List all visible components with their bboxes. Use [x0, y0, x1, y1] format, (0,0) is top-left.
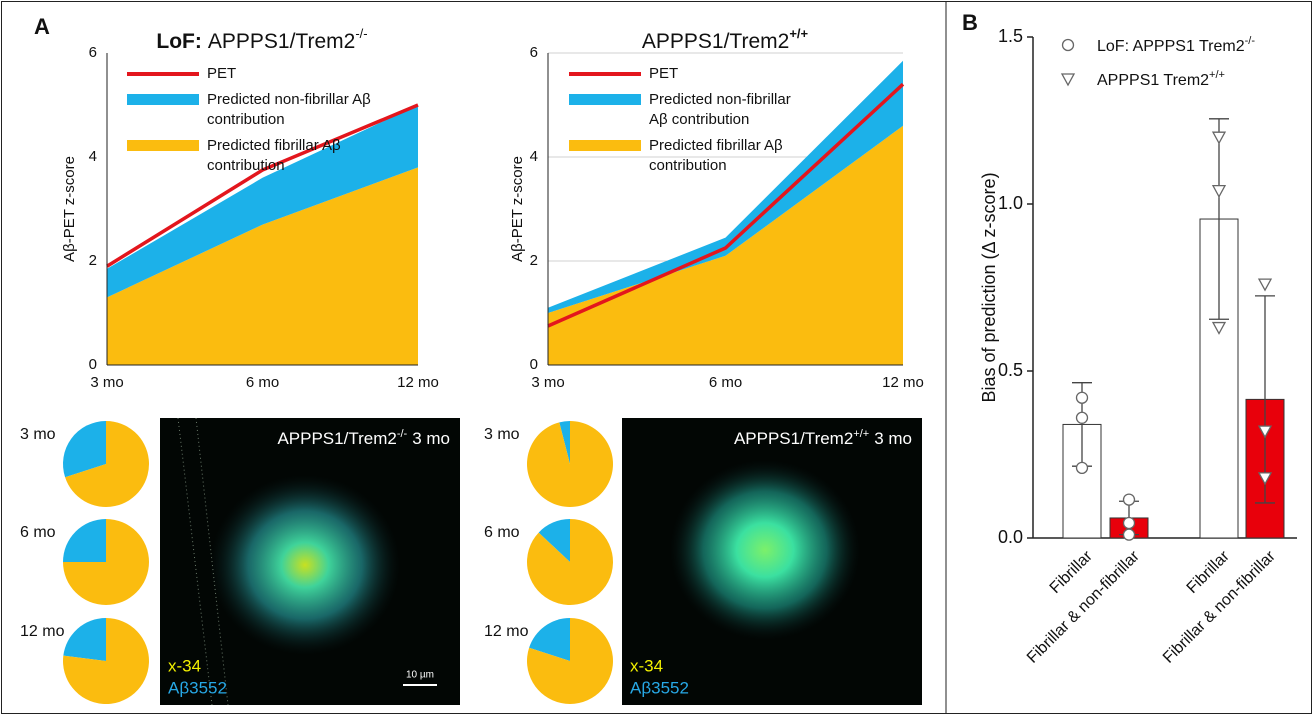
legend-box: PET Predicted non-fibrillar Aβ contributi… [569, 64, 869, 176]
legend: PET Predicted non-fibrillar Aβ contributi… [127, 64, 427, 194]
y-axis-label: Aβ-PET z-score [509, 156, 526, 262]
scale-bar-label: 10 µm [406, 670, 434, 681]
data-point [1259, 279, 1271, 290]
y-tick-label: 6 [89, 44, 97, 61]
legend-label: LoF: APPPS1 Trem2-/- [1097, 35, 1255, 55]
pie-slice [63, 519, 106, 562]
legend-box: PET Predicted non-fibrillar Aβ contributi… [127, 64, 427, 176]
legend-label: Predicted non-fibrillar Aβ contribution [649, 90, 809, 130]
image-title: APPPS1/Trem2-/- 3 mo [277, 428, 450, 449]
data-point [1077, 462, 1088, 473]
legend-swatch [569, 94, 641, 105]
y-tick-label: 2 [530, 252, 538, 269]
title-superscript: -/- [355, 26, 367, 41]
x-tick-label: 3 mo [531, 374, 564, 391]
legend-label: PET [207, 64, 236, 84]
pie-label: 12 mo [20, 623, 65, 640]
pie-label: 3 mo [484, 426, 520, 443]
legend-marker [1063, 40, 1074, 51]
y-tick-label: 6 [530, 44, 538, 61]
legend-text: APPPS1 Trem2 [1097, 72, 1209, 89]
y-tick-label: 0 [89, 356, 97, 373]
legend-text: LoF: APPPS1 Trem2 [1097, 38, 1245, 55]
title-superscript: +/+ [789, 26, 808, 41]
plaque [670, 460, 860, 640]
data-point [1124, 529, 1135, 540]
y-tick-label: 0.0 [998, 527, 1023, 547]
legend-item: PET [127, 64, 427, 84]
legend-item: Predicted fibrillar Aβ contribution [127, 136, 427, 176]
data-point [1124, 517, 1135, 528]
legend-item: Predicted fibrillar Aβ contribution [569, 136, 869, 176]
y-tick-label: 0.5 [998, 360, 1023, 380]
stain-label: x-34 [630, 656, 663, 675]
title-bold: LoF: [156, 30, 201, 53]
image-title-suffix: 3 mo [874, 429, 912, 448]
y-tick-label: 1.0 [998, 193, 1023, 213]
legend-superscript: -/- [1245, 35, 1256, 47]
pie-label: 3 mo [20, 426, 56, 443]
legend-label: Predicted fibrillar Aβ contribution [649, 136, 809, 176]
legend-item: Predicted non-fibrillar Aβ contribution [569, 90, 869, 130]
data-point [1213, 132, 1225, 143]
legend-marker [1062, 74, 1074, 85]
pie-slice [63, 618, 106, 661]
x-tick-label: 3 mo [90, 374, 123, 391]
panel-label: B [962, 10, 978, 35]
image-title-suffix: 3 mo [412, 429, 450, 448]
data-point [1124, 494, 1135, 505]
legend-swatch [569, 140, 641, 151]
x-tick-label: 12 mo [882, 374, 924, 391]
pie-label: 6 mo [20, 524, 56, 541]
x-tick-label: 6 mo [709, 374, 742, 391]
title-text: APPPS1/Trem2 [208, 30, 355, 53]
panel-label: A [34, 14, 50, 39]
legend-swatch [127, 140, 199, 151]
image-title-text: APPPS1/Trem2 [734, 429, 853, 448]
image-title-text: APPPS1/Trem2 [277, 429, 396, 448]
legend-item: Predicted non-fibrillar Aβ contribution [127, 90, 427, 130]
stain-label: x-34 [168, 656, 201, 675]
legend: PET Predicted non-fibrillar Aβ contributi… [569, 64, 869, 194]
title-text: APPPS1/Trem2 [642, 30, 789, 53]
y-tick-label: 0 [530, 356, 538, 373]
legend-swatch [569, 72, 641, 76]
legend-item: PET [569, 64, 869, 84]
y-axis-label: Bias of prediction (Δ z-score) [979, 172, 999, 402]
y-tick-label: 2 [89, 252, 97, 269]
pie-label: 12 mo [484, 623, 529, 640]
legend-swatch [127, 94, 199, 105]
pie-label: 6 mo [484, 524, 520, 541]
y-tick-label: 1.5 [998, 26, 1023, 46]
chart-title: APPPS1/Trem2+/+ [642, 26, 809, 53]
data-point [1077, 392, 1088, 403]
y-tick-label: 4 [530, 148, 538, 165]
legend-label: PET [649, 64, 678, 84]
data-point [1213, 186, 1225, 197]
image-title-superscript: +/+ [853, 428, 869, 440]
legend-label: APPPS1 Trem2+/+ [1097, 69, 1225, 89]
y-tick-label: 4 [89, 148, 97, 165]
legend-label: Predicted fibrillar Aβ contribution [207, 136, 402, 176]
image-title: APPPS1/Trem2+/+ 3 mo [734, 428, 912, 449]
stain-label: Aβ3552 [630, 678, 689, 697]
data-point [1077, 412, 1088, 423]
plaque [210, 475, 400, 655]
x-tick-label: 6 mo [246, 374, 279, 391]
legend-swatch [127, 72, 199, 76]
image-title-superscript: -/- [397, 428, 408, 440]
legend-superscript: +/+ [1209, 69, 1225, 81]
x-tick-label: 12 mo [397, 374, 439, 391]
y-axis-label: Aβ-PET z-score [61, 156, 78, 262]
chart-title: LoF: APPPS1/Trem2-/- [156, 26, 367, 53]
legend-label: Predicted non-fibrillar Aβ contribution [207, 90, 402, 130]
stain-label: Aβ3552 [168, 678, 227, 697]
figure: A B APPPS1/Trem2-/-3 mox-34Aβ355210 µmAP… [0, 0, 1313, 715]
